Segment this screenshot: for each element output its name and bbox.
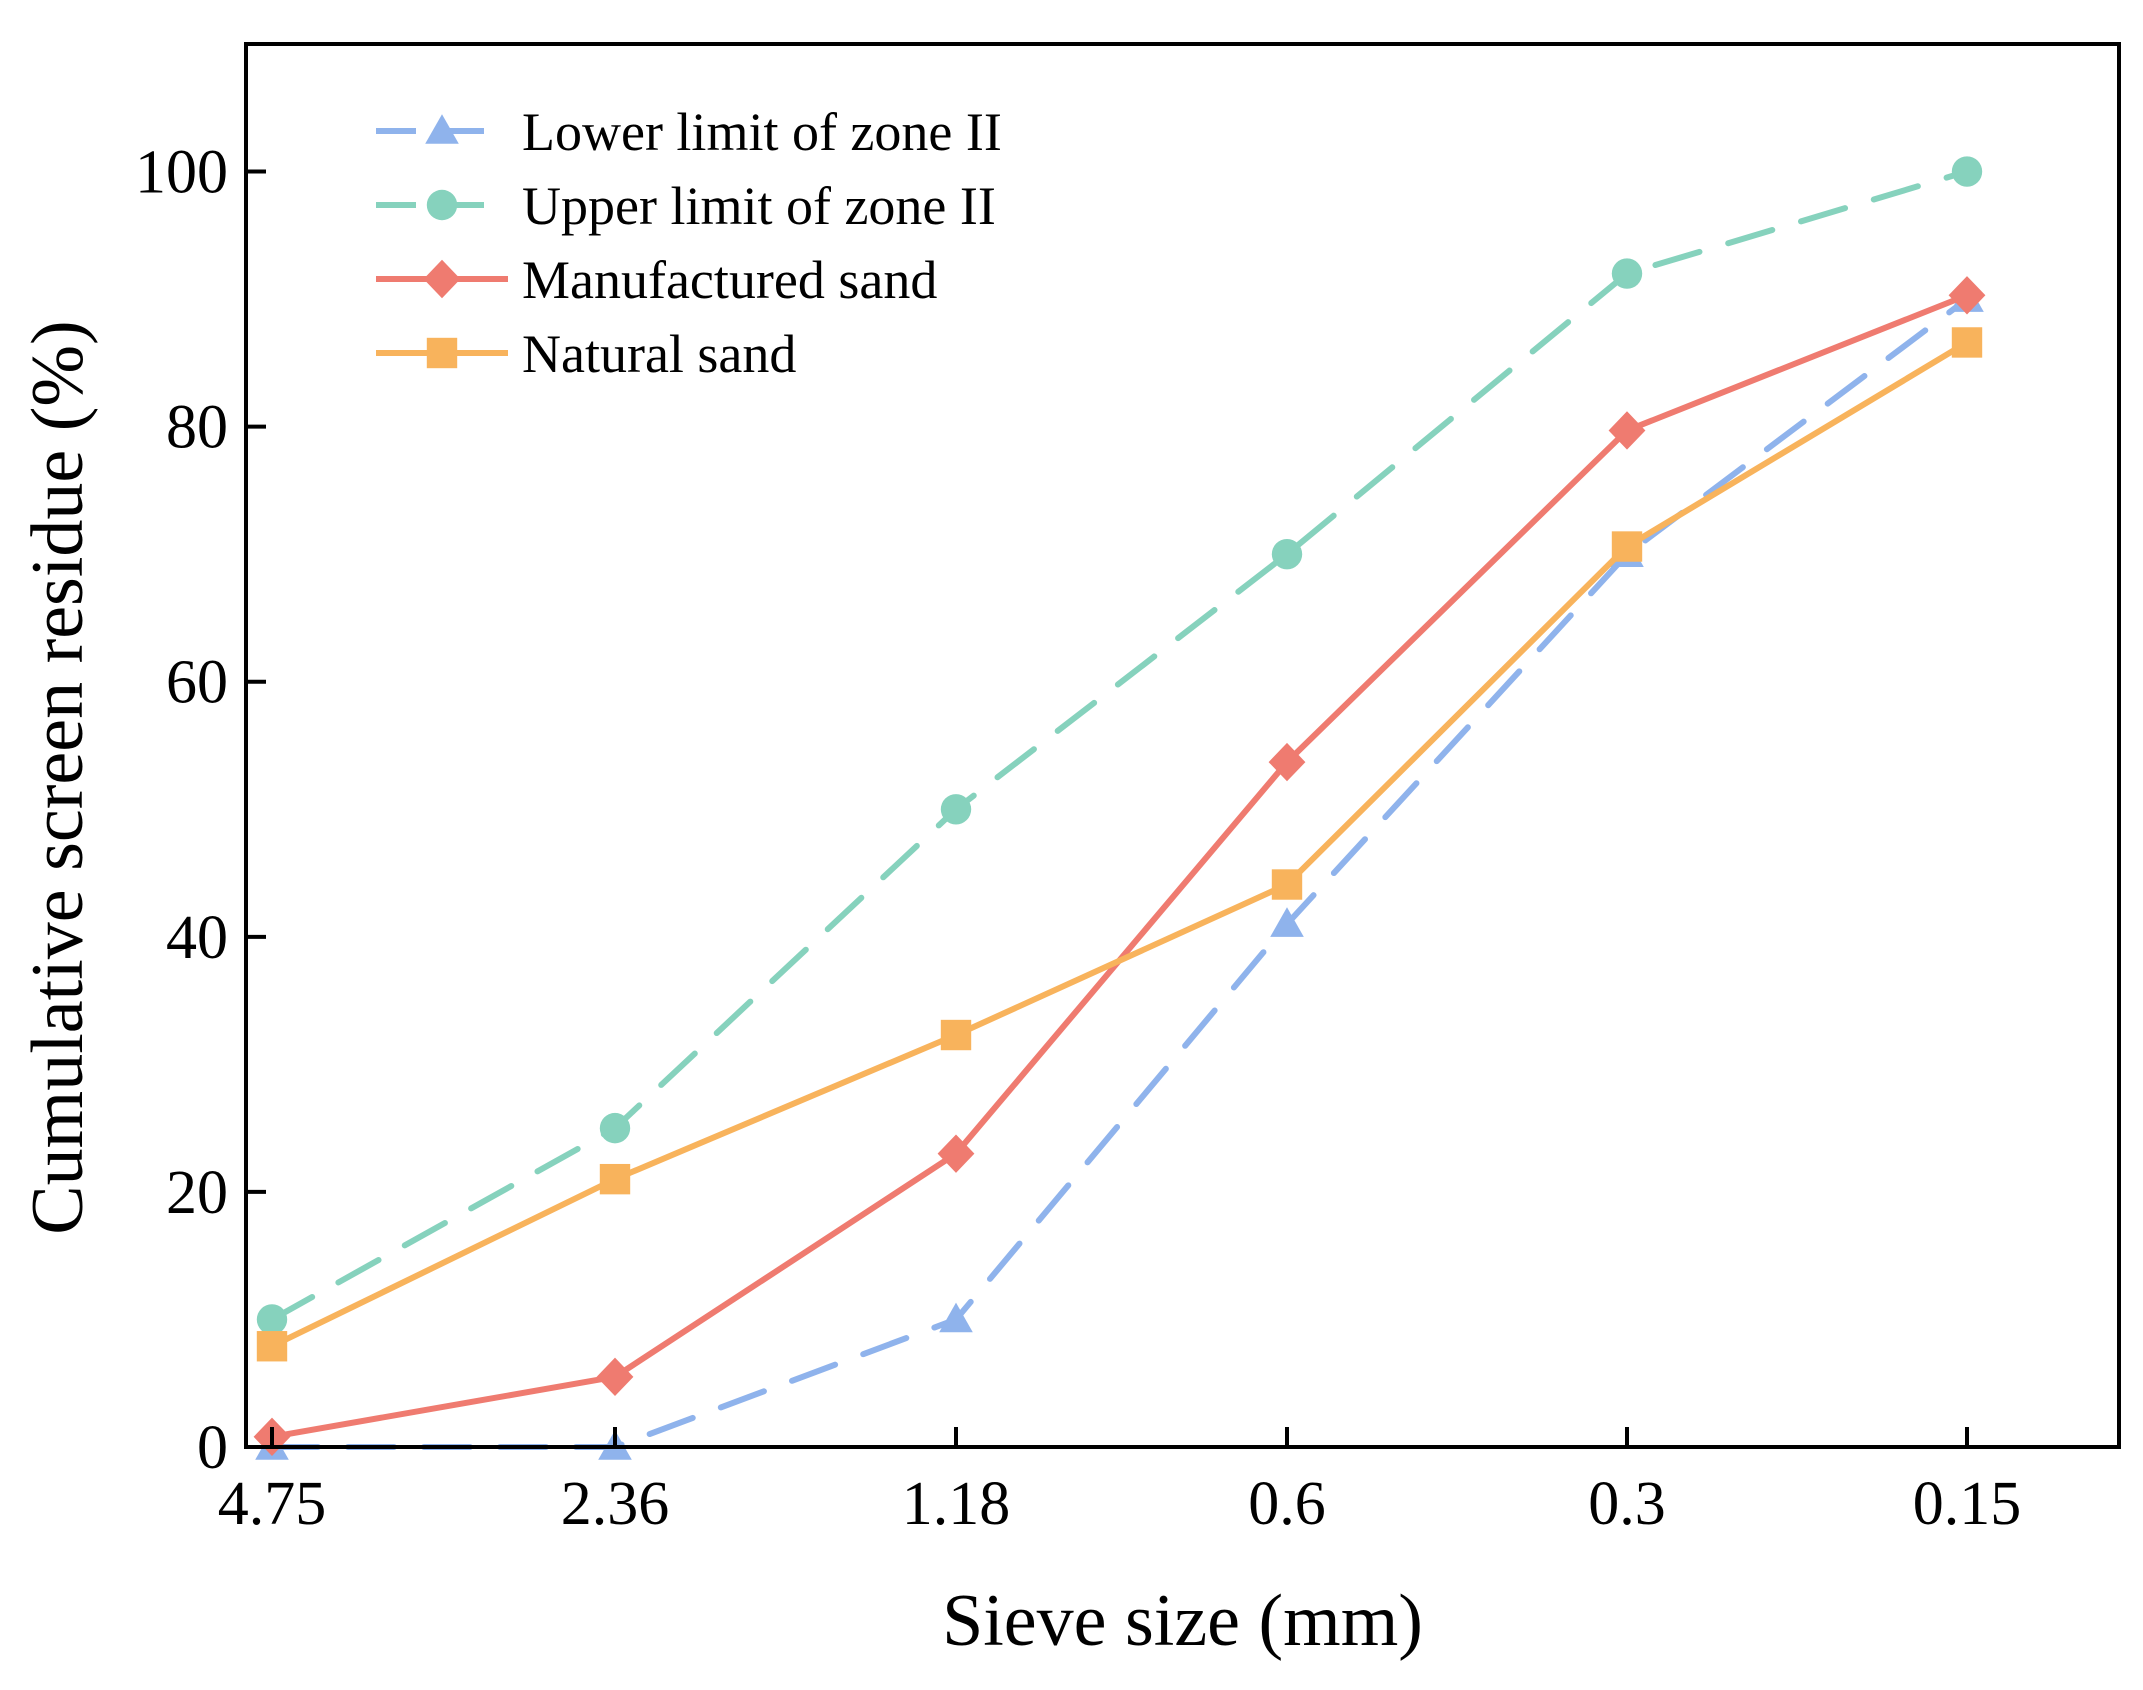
- x-tick-label: 0.15: [1913, 1470, 2022, 1538]
- x-axis-title: Sieve size (mm): [942, 1580, 1423, 1662]
- square-marker: [1271, 869, 1303, 900]
- series-2: [253, 276, 1986, 1456]
- circle-marker: [1951, 156, 1983, 187]
- circle-marker: [1611, 258, 1643, 289]
- y-axis-title: Cumulative screen residue (%): [17, 320, 99, 1234]
- triangle-marker: [425, 114, 459, 144]
- diamond-marker: [1948, 276, 1986, 315]
- series-line: [269, 296, 1970, 1450]
- x-tick-label: 0.6: [1248, 1470, 1326, 1538]
- series-line: [269, 168, 1970, 1323]
- legend-label: Manufactured sand: [522, 250, 937, 310]
- square-marker: [256, 1331, 288, 1362]
- legend: Lower limit of zone II Upper limit of zon…: [376, 102, 1002, 384]
- x-tick-label: 4.75: [218, 1470, 327, 1538]
- legend-item: Manufactured sand: [376, 250, 937, 310]
- y-tick-label: 0: [197, 1414, 228, 1482]
- legend-item: Natural sand: [376, 324, 796, 384]
- circle-marker: [426, 189, 458, 221]
- diamond-marker: [1608, 411, 1646, 450]
- triangle-marker: [939, 1302, 973, 1333]
- y-tick-label: 80: [166, 394, 228, 462]
- series-line: [269, 292, 1970, 1440]
- series-layer: [253, 156, 1986, 1460]
- legend-item: Upper limit of zone II: [376, 176, 996, 236]
- square-marker: [1951, 327, 1983, 358]
- diamond-marker: [423, 259, 461, 299]
- legend-label: Natural sand: [522, 324, 796, 384]
- square-marker: [940, 1019, 972, 1051]
- circle-marker: [599, 1112, 631, 1144]
- y-tick-label: 40: [166, 904, 228, 972]
- square-marker: [426, 337, 458, 369]
- series-0: [255, 282, 1984, 1460]
- legend-label: Lower limit of zone II: [522, 102, 1002, 162]
- plot-frame: [244, 42, 2121, 1449]
- legend-item: Lower limit of zone II: [376, 102, 1002, 162]
- series-3: [256, 327, 1983, 1362]
- x-tick-label: 1.18: [902, 1470, 1011, 1538]
- diamond-marker: [596, 1357, 634, 1397]
- square-marker: [599, 1163, 631, 1195]
- series-1: [256, 156, 1983, 1335]
- y-tick-label: 20: [166, 1159, 228, 1227]
- diamond-marker: [1268, 742, 1306, 782]
- series-line: [269, 339, 1970, 1350]
- diamond-marker: [937, 1134, 975, 1173]
- axes-layer: 0 20 40 60 80 100 4.75 2.36 1.18 0.6 0.3 0.15: [135, 139, 2021, 1538]
- square-marker: [1611, 531, 1643, 562]
- x-tick-label: 2.36: [561, 1470, 670, 1538]
- y-tick-label: 100: [135, 139, 228, 207]
- circle-marker: [256, 1304, 288, 1335]
- y-tick-label: 60: [166, 649, 228, 717]
- triangle-marker: [1270, 907, 1304, 937]
- x-tick-label: 0.3: [1588, 1470, 1666, 1538]
- circle-marker: [1271, 538, 1303, 570]
- circle-marker: [940, 794, 972, 825]
- legend-label: Upper limit of zone II: [522, 176, 996, 236]
